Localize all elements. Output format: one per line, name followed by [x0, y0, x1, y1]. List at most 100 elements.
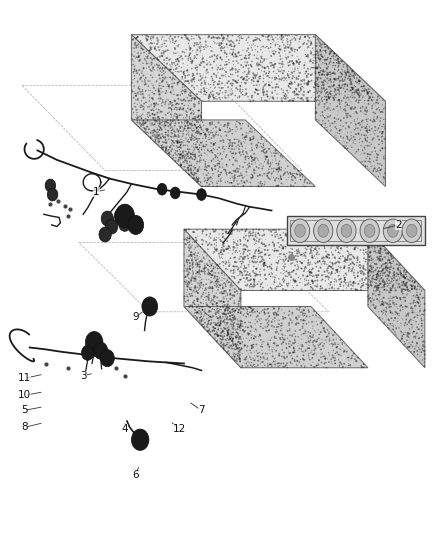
Point — [337, 274, 344, 283]
Point — [279, 331, 286, 340]
Point — [174, 151, 181, 159]
Point — [216, 137, 223, 146]
Point — [345, 240, 352, 249]
Point — [262, 261, 269, 270]
Point — [227, 254, 234, 263]
Point — [302, 281, 309, 289]
Point — [216, 321, 223, 329]
Point — [233, 177, 240, 185]
Point — [268, 169, 275, 177]
Point — [173, 110, 180, 118]
Point — [281, 168, 288, 177]
Point — [290, 172, 297, 180]
Point — [421, 358, 428, 367]
Point — [272, 244, 279, 253]
Point — [243, 267, 250, 276]
Point — [170, 36, 177, 44]
Point — [404, 274, 411, 283]
Point — [226, 304, 233, 312]
Point — [229, 139, 236, 147]
Point — [255, 348, 262, 357]
Point — [312, 282, 319, 290]
Point — [211, 234, 218, 243]
Point — [130, 108, 137, 117]
Point — [245, 54, 252, 62]
Point — [251, 168, 258, 177]
Point — [230, 341, 237, 349]
Point — [217, 314, 224, 322]
Point — [390, 264, 397, 272]
Point — [365, 89, 372, 98]
Point — [138, 114, 145, 123]
Point — [386, 265, 393, 273]
Point — [209, 260, 216, 268]
Point — [250, 266, 257, 275]
Point — [187, 285, 194, 293]
Point — [401, 337, 408, 346]
Point — [271, 314, 278, 322]
Point — [257, 356, 264, 364]
Point — [272, 155, 279, 163]
Point — [246, 246, 253, 255]
Point — [153, 117, 160, 126]
Point — [203, 275, 210, 284]
Point — [266, 81, 273, 90]
Point — [320, 325, 327, 333]
Point — [204, 151, 211, 159]
Point — [190, 143, 197, 152]
Point — [210, 228, 217, 236]
Point — [230, 262, 237, 270]
Point — [258, 358, 265, 366]
Point — [340, 94, 347, 102]
Point — [362, 257, 369, 266]
Point — [212, 310, 219, 319]
Point — [295, 319, 302, 328]
Point — [328, 269, 336, 278]
Point — [367, 281, 374, 289]
Point — [167, 37, 174, 46]
Point — [264, 322, 271, 331]
Point — [263, 152, 270, 160]
Point — [341, 264, 348, 272]
Point — [309, 338, 316, 346]
Point — [264, 338, 271, 347]
Point — [300, 181, 307, 189]
Point — [319, 52, 326, 61]
Point — [238, 344, 245, 352]
Point — [327, 58, 334, 66]
Text: 8: 8 — [21, 423, 28, 432]
Point — [138, 69, 145, 77]
Point — [237, 249, 244, 257]
Point — [242, 302, 249, 311]
Point — [213, 299, 220, 308]
Point — [226, 334, 233, 342]
Point — [399, 293, 406, 302]
Point — [242, 51, 249, 60]
Point — [331, 356, 338, 365]
Point — [166, 80, 173, 88]
Point — [168, 105, 175, 114]
Point — [265, 144, 272, 153]
Point — [321, 100, 328, 108]
Point — [334, 342, 341, 351]
Point — [133, 92, 140, 100]
Point — [168, 118, 175, 127]
Point — [264, 350, 271, 358]
Point — [384, 321, 391, 329]
Point — [325, 103, 332, 111]
Point — [308, 271, 315, 280]
Point — [411, 277, 418, 285]
Point — [208, 267, 215, 276]
Point — [288, 78, 295, 87]
Point — [135, 40, 142, 49]
Point — [310, 265, 317, 273]
Point — [329, 261, 336, 270]
Point — [149, 63, 156, 71]
Point — [149, 120, 156, 129]
Point — [253, 86, 260, 94]
Point — [223, 311, 230, 319]
Point — [405, 276, 412, 284]
Point — [385, 271, 392, 280]
Point — [197, 38, 204, 47]
Point — [245, 64, 252, 73]
